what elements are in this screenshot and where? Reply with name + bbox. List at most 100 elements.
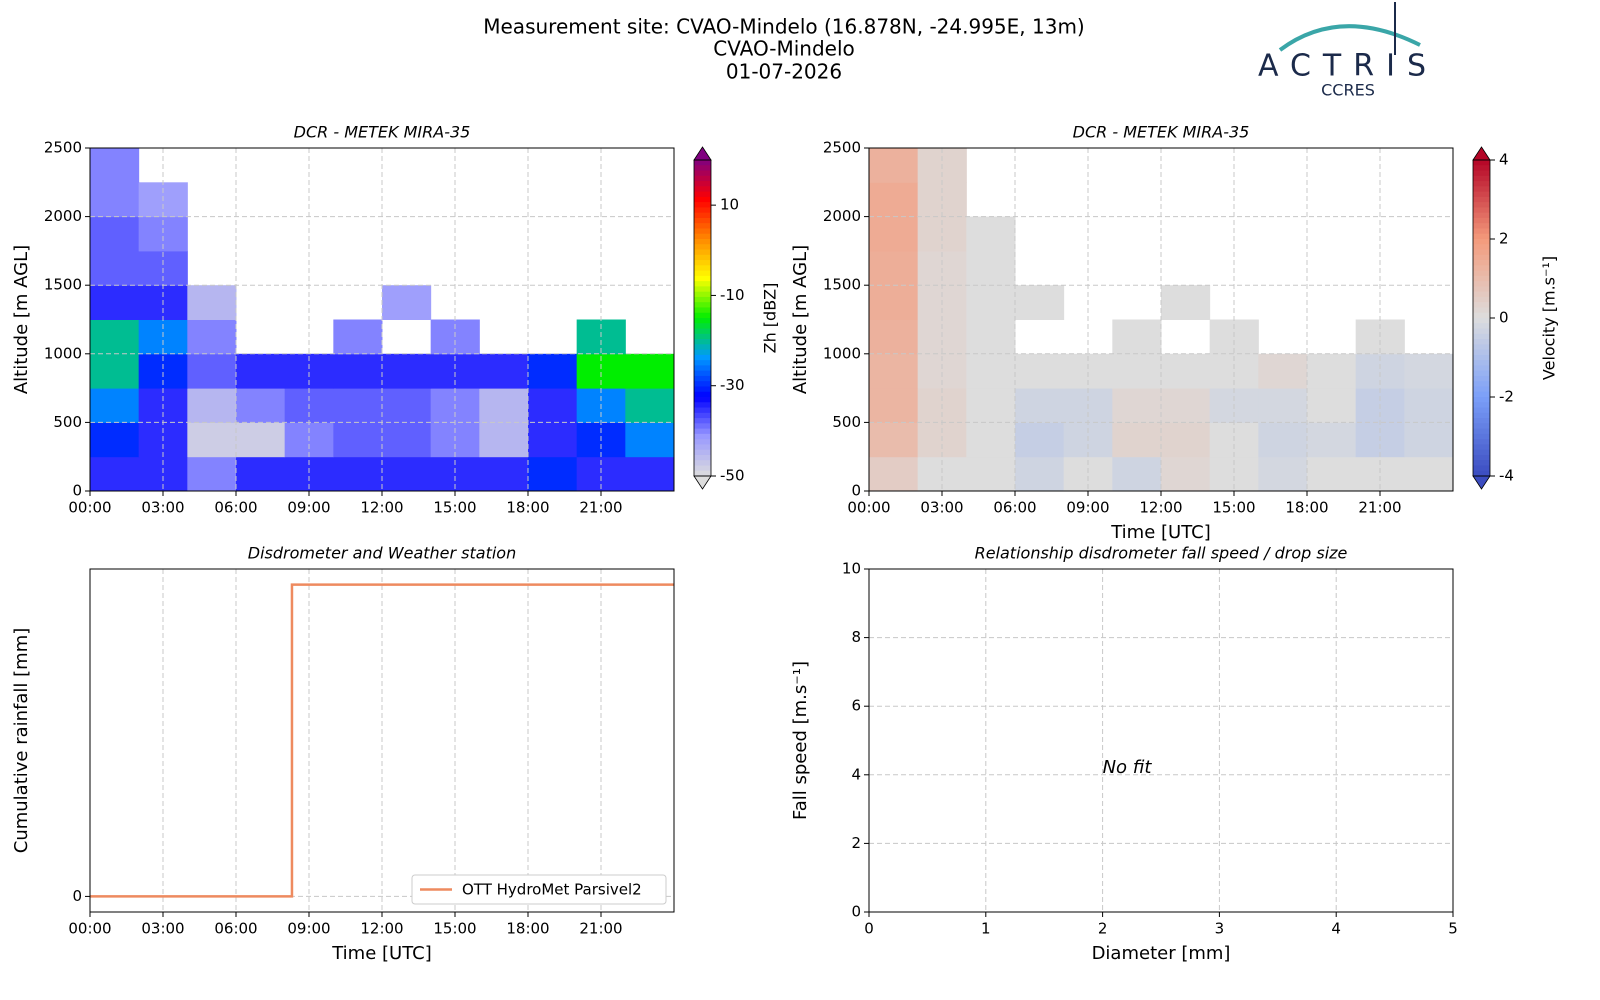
colorbar-tick-label: 0 <box>1499 309 1509 327</box>
colorbar-segment <box>694 302 711 309</box>
heatmap-cell <box>90 250 140 286</box>
heatmap-cell <box>1015 456 1065 492</box>
heatmap-cell <box>1161 285 1211 320</box>
colorbar-segment <box>694 265 711 272</box>
colorbar-segment <box>1473 433 1490 440</box>
colorbar-label: Zh [dBZ] <box>761 283 780 354</box>
x-tick-label: 21:00 <box>1358 499 1401 517</box>
line-series <box>90 583 674 898</box>
colorbar-segment <box>1473 381 1490 388</box>
colorbar-segment <box>694 191 711 198</box>
x-tick-label: 18:00 <box>506 499 549 517</box>
colorbar-label: Velocity [m.s⁻¹] <box>1540 256 1559 380</box>
colorbar-segment <box>1473 244 1490 251</box>
heatmap-cell <box>382 353 432 389</box>
colorbar-segment <box>694 381 711 388</box>
colorbar-segment <box>694 423 711 430</box>
heatmap-cell <box>625 456 675 492</box>
colorbar-tick-label: -50 <box>720 467 745 485</box>
heatmap-cell <box>90 456 140 492</box>
colorbar-segment <box>694 186 711 193</box>
heatmap-cell <box>333 388 383 423</box>
colorbar-segment <box>694 286 711 293</box>
colorbar-segment <box>1473 275 1490 282</box>
colorbar-segment <box>694 260 711 266</box>
x-tick-label: 12:00 <box>360 920 403 938</box>
heatmap-cell <box>1112 353 1162 389</box>
heatmap-cell <box>333 319 383 355</box>
panel: -4 -2 0 2 4 Velocity [m.s⁻¹] 00:00 03:00 06:00 09… <box>790 123 1559 544</box>
heatmap-cell <box>528 456 578 492</box>
heatmap-cell <box>90 353 140 389</box>
colorbar-segment <box>694 323 711 330</box>
heatmap-cell <box>1161 353 1211 389</box>
heatmap-cell <box>869 353 919 389</box>
heatmap-cell <box>1161 388 1211 423</box>
figure-title: CVAO-Mindelo <box>713 37 855 61</box>
heatmap-cell <box>90 422 140 458</box>
colorbar-segment <box>694 270 711 277</box>
heatmap-cell <box>382 388 432 423</box>
y-tick-label: 4 <box>851 765 861 783</box>
colorbar-segment <box>694 349 711 356</box>
x-tick-label: 00:00 <box>847 499 890 517</box>
colorbar-segment <box>694 217 711 224</box>
colorbar-segment <box>694 333 711 340</box>
heatmap-cell <box>187 285 237 320</box>
colorbar-segment <box>694 365 711 372</box>
colorbar-segment <box>1473 254 1490 261</box>
colorbar-segment <box>694 444 711 451</box>
heatmap-cell <box>479 422 529 458</box>
heatmap-cell <box>382 422 432 458</box>
heatmap-cell <box>966 285 1016 320</box>
colorbar-tick-label: 4 <box>1499 151 1509 169</box>
heatmap-cell <box>382 456 432 492</box>
axes-frame <box>868 147 1454 492</box>
heatmap-cell <box>236 353 286 389</box>
heatmap-cell <box>382 285 432 320</box>
colorbar-segment <box>694 407 711 414</box>
x-tick-label: 18:00 <box>1285 499 1328 517</box>
heatmap-cell <box>1307 456 1357 492</box>
axes-title: DCR - METEK MIRA-35 <box>294 123 471 142</box>
y-tick-label: 0 <box>72 482 82 500</box>
colorbar-segment <box>1473 223 1490 230</box>
heatmap-cell <box>1112 319 1162 355</box>
colorbar-segment <box>1473 233 1490 240</box>
colorbar-segment <box>694 460 711 467</box>
x-tick-label: 00:00 <box>68 920 111 938</box>
colorbar-segment <box>1473 165 1490 172</box>
colorbar-segment <box>694 249 711 256</box>
colorbar-segment <box>694 354 711 361</box>
x-tick-label: 09:00 <box>287 920 330 938</box>
y-axis-label: Altitude [m AGL] <box>790 245 811 394</box>
y-tick-label: 2000 <box>823 207 861 225</box>
heatmap-cell <box>869 388 919 423</box>
colorbar-segment <box>1473 186 1490 193</box>
x-tick-label: 03:00 <box>141 920 184 938</box>
x-axis-label: Time [UTC] <box>1110 522 1211 543</box>
colorbar-segment <box>694 233 711 240</box>
y-axis-label: Fall speed [m.s⁻¹] <box>790 661 811 820</box>
heatmap-cell <box>1307 353 1357 389</box>
colorbar-segment <box>1473 291 1490 298</box>
colorbar-segment <box>694 281 711 287</box>
x-axis-label: Time [UTC] <box>331 943 432 964</box>
heatmap-cell <box>236 422 286 458</box>
colorbar-segment <box>1473 270 1490 277</box>
x-tick-label: 21:00 <box>579 920 622 938</box>
heatmap-cell <box>90 148 140 183</box>
colorbar-frame <box>693 159 712 477</box>
colorbar-tick-label: 10 <box>720 196 739 214</box>
colorbar-segment <box>694 307 711 314</box>
colorbar-segment <box>694 449 711 456</box>
heatmap-cell <box>1015 422 1065 458</box>
heatmap-cell <box>479 388 529 423</box>
colorbar-tick-label: 2 <box>1499 230 1509 248</box>
colorbar-segment <box>694 465 711 472</box>
colorbar-tick-label: -10 <box>720 286 745 304</box>
x-tick-label: 09:00 <box>287 499 330 517</box>
colorbar-segment <box>1473 312 1490 319</box>
axes-title: Relationship disdrometer fall speed / dr… <box>975 544 1348 563</box>
